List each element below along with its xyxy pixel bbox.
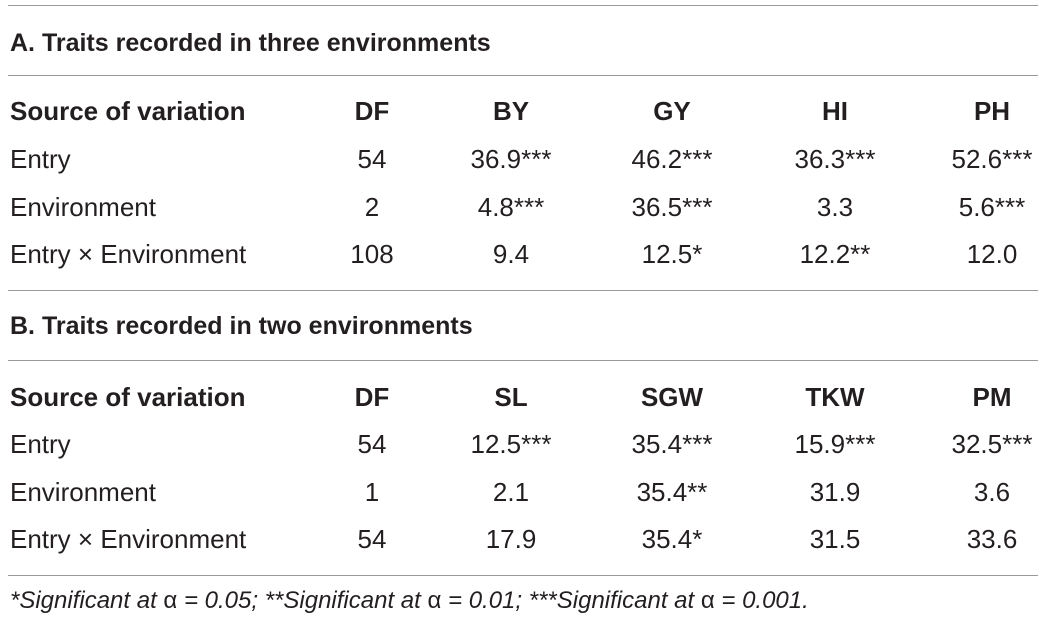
header-source: Source of variation xyxy=(10,382,246,412)
row-df: 54 xyxy=(357,524,387,554)
footnote-text: = 0.01; ***Significant at xyxy=(441,587,701,614)
header-by: BY xyxy=(492,96,530,126)
row-source: Environment xyxy=(10,477,156,507)
header-sgw: SGW xyxy=(640,382,704,412)
top-rule xyxy=(8,5,1038,6)
row-value: 3.3 xyxy=(816,192,854,222)
row-value: 32.5*** xyxy=(951,429,1033,459)
table-row: Entry × Environment 108 9.4 12.5* 12.2**… xyxy=(0,234,1044,274)
row-value: 36.9*** xyxy=(470,144,552,174)
row-value: 12.5*** xyxy=(470,429,552,459)
row-value: 12.2** xyxy=(799,239,871,269)
bottom-rule xyxy=(8,575,1038,576)
header-gy: GY xyxy=(653,96,691,126)
header-tkw: TKW xyxy=(805,382,865,412)
row-source: Environment xyxy=(10,192,156,222)
row-value: 9.4 xyxy=(492,239,530,269)
row-value: 17.9 xyxy=(485,524,537,554)
section-b-title-rule xyxy=(8,360,1038,361)
alpha-symbol: α xyxy=(163,587,178,614)
alpha-symbol: α xyxy=(700,587,715,614)
row-source: Entry × Environment xyxy=(10,239,247,269)
header-sl: SL xyxy=(494,382,528,412)
table-row: Environment 2 4.8*** 36.5*** 3.3 5.6*** xyxy=(0,187,1044,227)
row-df: 2 xyxy=(364,192,380,222)
row-value: 31.9 xyxy=(809,477,861,507)
row-df: 108 xyxy=(350,239,394,269)
row-value: 35.4** xyxy=(636,477,708,507)
row-value: 15.9*** xyxy=(794,429,876,459)
row-source: Entry × Environment xyxy=(10,524,247,554)
row-value: 52.6*** xyxy=(951,144,1033,174)
section-b-title: B. Traits recorded in two environments xyxy=(10,312,473,340)
row-value: 3.6 xyxy=(973,477,1011,507)
header-ph: PH xyxy=(973,96,1011,126)
section-b-header-row: Source of variation DF SL SGW TKW PM xyxy=(0,377,1044,417)
footnote-text: = 0.001. xyxy=(714,587,809,614)
table-footnote: *Significant at α = 0.05; **Significant … xyxy=(10,586,809,616)
row-df: 1 xyxy=(364,477,380,507)
row-value: 46.2*** xyxy=(631,144,713,174)
alpha-symbol: α xyxy=(427,587,442,614)
row-df: 54 xyxy=(357,144,387,174)
header-df: DF xyxy=(354,96,390,126)
row-source: Entry xyxy=(10,429,71,459)
row-source: Entry xyxy=(10,144,71,174)
footnote-text: *Significant at xyxy=(10,587,164,614)
row-value: 31.5 xyxy=(809,524,861,554)
table-row: Entry 54 12.5*** 35.4*** 15.9*** 32.5*** xyxy=(0,424,1044,464)
section-a-header-row: Source of variation DF BY GY HI PH xyxy=(0,91,1044,131)
row-value: 35.4* xyxy=(641,524,703,554)
table-row: Entry × Environment 54 17.9 35.4* 31.5 3… xyxy=(0,519,1044,559)
row-value: 5.6*** xyxy=(958,192,1026,222)
header-source: Source of variation xyxy=(10,96,246,126)
header-pm: PM xyxy=(972,382,1012,412)
table-row: Entry 54 36.9*** 46.2*** 36.3*** 52.6*** xyxy=(0,139,1044,179)
footnote-text: = 0.05; **Significant at xyxy=(177,587,428,614)
header-hi: HI xyxy=(822,96,848,126)
header-df: DF xyxy=(354,382,390,412)
row-value: 2.1 xyxy=(492,477,530,507)
section-a-title-rule xyxy=(8,75,1038,76)
section-a-title: A. Traits recorded in three environments xyxy=(10,29,491,57)
row-value: 35.4*** xyxy=(631,429,713,459)
section-a-bottom-rule xyxy=(8,290,1038,291)
table-row: Environment 1 2.1 35.4** 31.9 3.6 xyxy=(0,472,1044,512)
row-value: 4.8*** xyxy=(477,192,545,222)
row-value: 12.5* xyxy=(641,239,703,269)
row-value: 33.6 xyxy=(966,524,1018,554)
row-value: 36.3*** xyxy=(794,144,876,174)
row-df: 54 xyxy=(357,429,387,459)
row-value: 36.5*** xyxy=(631,192,713,222)
row-value: 12.0 xyxy=(966,239,1018,269)
